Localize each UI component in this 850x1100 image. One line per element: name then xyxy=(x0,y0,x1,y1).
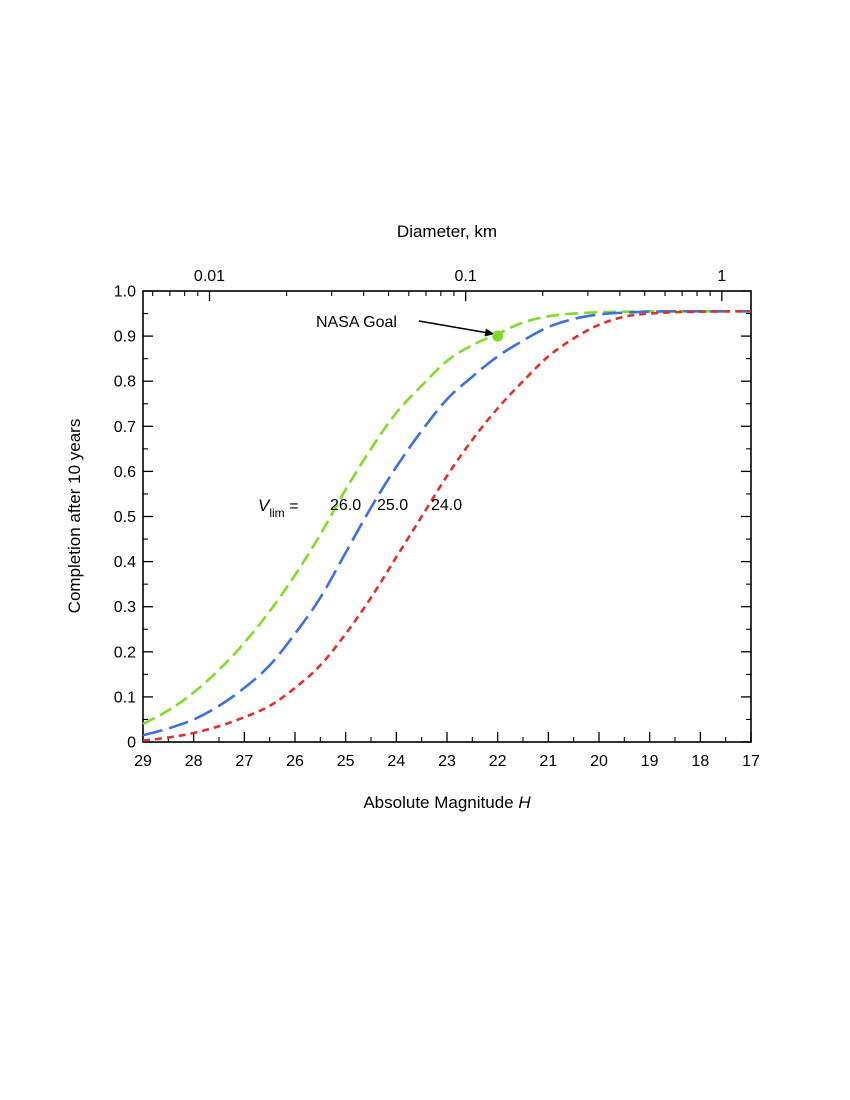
series-layer xyxy=(142,309,752,742)
y-tick-label: 0 xyxy=(127,735,136,752)
top-tick-label: 0.01 xyxy=(194,268,225,285)
y-tick-label: 0.3 xyxy=(114,599,136,616)
x-tick-label: 24 xyxy=(387,753,405,770)
y-tick-label: 0.2 xyxy=(114,644,136,661)
x-axis-title-text: Absolute Magnitude xyxy=(363,793,513,812)
y-axis-title: Completion after 10 years xyxy=(65,419,84,614)
x-tick-label: 25 xyxy=(337,753,355,770)
vlim-equals: = xyxy=(285,498,299,515)
nasa-goal-arrow xyxy=(418,320,495,337)
series-line-24-0 xyxy=(142,309,752,742)
series-line-26-0 xyxy=(142,309,751,726)
x-axis-title: Absolute Magnitude H xyxy=(363,793,531,812)
top-axis-ticks: 0.01 0.1 1 xyxy=(152,268,726,301)
x-tick-label: 23 xyxy=(438,753,456,770)
x-axis-title-symbol: H xyxy=(518,793,531,812)
series-line-25-0 xyxy=(142,309,751,737)
x-tick-label: 19 xyxy=(641,753,659,770)
x-tick-label: 18 xyxy=(691,753,709,770)
y-tick-label: 0.1 xyxy=(114,689,136,706)
x-tick-label: 28 xyxy=(185,753,203,770)
vlim-subscript: lim xyxy=(269,506,284,520)
curve-label-25: 25.0 xyxy=(377,497,408,514)
curve-label-24: 24.0 xyxy=(431,497,462,514)
y-tick-label: 0.9 xyxy=(114,329,136,346)
y-tick-label: 0.5 xyxy=(114,509,136,526)
plot-frame xyxy=(142,290,752,743)
y-tick-label: 0.6 xyxy=(114,464,136,481)
x-tick-label: 29 xyxy=(134,753,152,770)
x-tick-label: 27 xyxy=(235,753,253,770)
x-tick-label: 20 xyxy=(590,753,608,770)
y-axis-ticks: 0 0.1 0.2 0.3 0.4 0.5 0.6 0.7 0.8 0.9 1.0 xyxy=(114,284,751,752)
y-tick-label: 0.8 xyxy=(114,374,136,391)
x-axis-ticks: 29 28 27 26 25 24 23 22 21 20 19 18 17 xyxy=(134,732,760,770)
vlim-base: V xyxy=(258,496,271,515)
x-tick-label: 21 xyxy=(539,753,557,770)
nasa-goal-label: NASA Goal xyxy=(316,314,397,331)
y-tick-label: 0.7 xyxy=(114,419,136,436)
x-tick-label: 17 xyxy=(742,753,760,770)
x-tick-label: 26 xyxy=(286,753,304,770)
top-axis-title: Diameter, km xyxy=(397,222,497,241)
top-tick-label: 1 xyxy=(717,268,726,285)
curve-label-26: 26.0 xyxy=(330,497,361,514)
nasa-goal-point xyxy=(492,330,504,342)
y-tick-label: 1.0 xyxy=(114,284,136,301)
top-tick-label: 0.1 xyxy=(455,268,477,285)
y-tick-label: 0.4 xyxy=(114,554,136,571)
x-tick-label: 22 xyxy=(489,753,507,770)
vlim-label: Vlim = xyxy=(258,496,298,520)
